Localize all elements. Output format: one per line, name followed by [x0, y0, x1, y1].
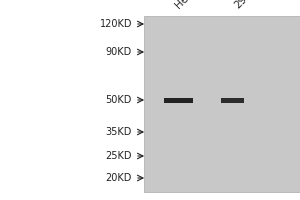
FancyBboxPatch shape — [164, 98, 193, 102]
Text: 50KD: 50KD — [106, 95, 132, 105]
Text: 25KD: 25KD — [106, 151, 132, 161]
Text: 120KD: 120KD — [100, 19, 132, 29]
Text: 90KD: 90KD — [106, 47, 132, 57]
Text: 20KD: 20KD — [106, 173, 132, 183]
Text: Hela: Hela — [173, 0, 196, 10]
FancyBboxPatch shape — [144, 16, 300, 192]
Text: 293T: 293T — [233, 0, 259, 10]
Text: 35KD: 35KD — [106, 127, 132, 137]
FancyBboxPatch shape — [221, 98, 244, 102]
